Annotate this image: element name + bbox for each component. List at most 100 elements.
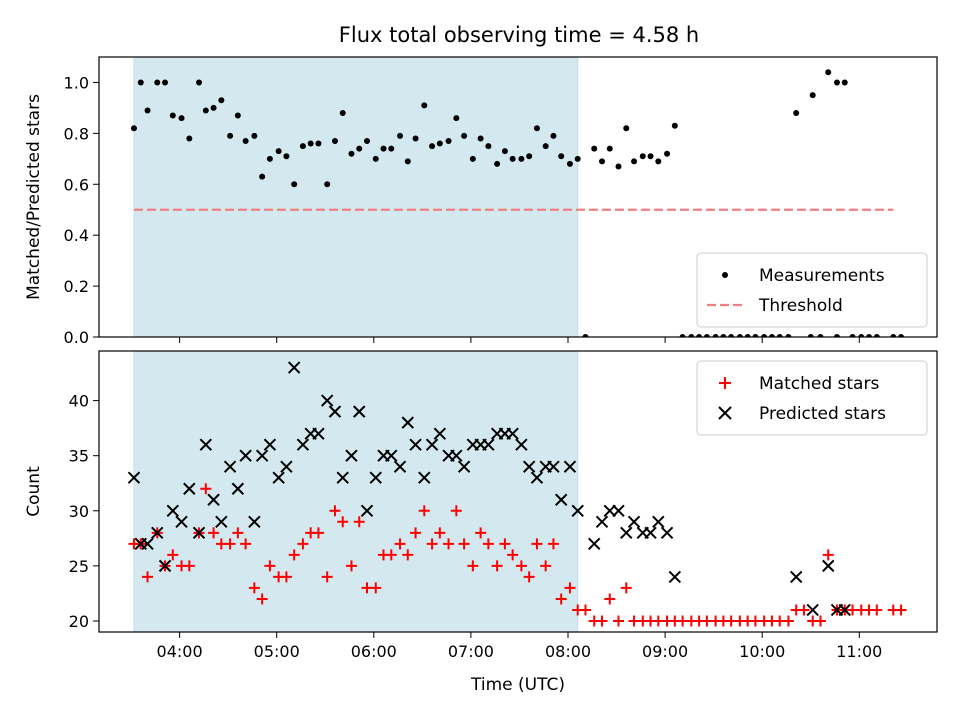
measurement-point [639, 153, 646, 160]
measurement-point [275, 148, 282, 155]
measurement-point [169, 112, 176, 119]
measurement-point [291, 181, 298, 188]
measurement-point [469, 155, 476, 162]
measurement-point [841, 79, 848, 86]
predicted-stars-point [418, 471, 431, 484]
x-tick-label: 06:00 [351, 642, 397, 661]
predicted-stars-point [336, 471, 349, 484]
predicted-stars-point [199, 438, 213, 451]
measurement-point [728, 334, 735, 337]
measurement-point [242, 138, 249, 144]
predicted-stars-point [595, 515, 609, 529]
predicted-stars-point [393, 460, 407, 473]
predicted-stars-point [563, 460, 577, 473]
measurement-point [550, 132, 557, 139]
y-tick-label: 40 [69, 392, 89, 411]
measurement-point [574, 155, 581, 162]
legend-label: Matched stars [759, 374, 879, 394]
matched-stars-point [200, 483, 212, 495]
axes-frame [98, 56, 938, 338]
matched-stars-point [620, 582, 632, 594]
predicted-stars-point [166, 504, 180, 517]
measurement-point [533, 125, 540, 132]
predicted-stars-point [660, 526, 674, 540]
y-axis-label: Count [24, 466, 44, 517]
predicted-stars-point [328, 405, 342, 418]
measurement-point [356, 145, 363, 152]
y-tick-label: 1.0 [64, 73, 89, 92]
measurement-point [606, 145, 613, 152]
predicted-stars-point [360, 504, 374, 517]
matched-stars-point [394, 538, 406, 550]
matched-stars-point [507, 549, 519, 561]
predicted-stars-point [822, 559, 835, 573]
measurement-point [809, 92, 816, 99]
measurement-point [364, 138, 371, 144]
measurement-point [331, 138, 338, 144]
measurement-point [866, 334, 873, 337]
predicted-stars-point [215, 515, 228, 529]
measurement-point [679, 334, 686, 337]
matched-stars-point [547, 538, 559, 550]
measurement-point [720, 334, 727, 337]
predicted-stars-point [555, 493, 568, 506]
measurement-point [234, 112, 241, 119]
matched-stars-point [871, 604, 883, 616]
x-axis-label: Time (UTC) [470, 675, 565, 695]
x-tick-label: 09:00 [642, 642, 688, 661]
predicted-stars-point [158, 559, 172, 573]
y-tick-label: 0.0 [64, 328, 89, 347]
measurement-point [833, 79, 840, 86]
measurement-point [623, 125, 630, 132]
legend-label: Measurements [759, 266, 885, 286]
predicted-stars-point [272, 471, 285, 484]
predicted-stars-point [482, 438, 495, 451]
predicted-stars-point [207, 493, 220, 506]
measurement-point [421, 102, 428, 109]
measurement-point [372, 155, 379, 162]
predicted-stars-point [450, 449, 463, 462]
predicted-stars-point [369, 471, 382, 484]
matched-stars-point [321, 571, 333, 583]
plot-area [127, 361, 907, 627]
measurement-point [858, 334, 865, 337]
predicted-stars-point [652, 515, 665, 529]
predicted-stars-point [506, 427, 519, 440]
measurement-point [761, 334, 768, 337]
matched-stars-point [434, 527, 446, 539]
y-tick-label: 0.6 [64, 175, 89, 194]
predicted-stars-point [838, 603, 851, 617]
x-tick-label: 08:00 [545, 642, 591, 661]
measurement-point [768, 334, 775, 337]
legend-plus-icon [719, 377, 731, 389]
predicted-stars-point [296, 438, 310, 451]
measurement-point [655, 158, 662, 165]
predicted-stars-point [425, 438, 439, 451]
matched-stars-point [458, 538, 470, 550]
matched-stars-point [264, 560, 276, 572]
matched-stars-point [402, 549, 414, 561]
predicted-stars-point [627, 515, 641, 529]
plot-area [130, 69, 905, 337]
measurement-point [339, 110, 346, 116]
predicted-stars-point [223, 460, 237, 473]
measurement-point [227, 132, 234, 139]
predicted-stars-point [192, 526, 206, 540]
matched-stars-point [385, 549, 397, 561]
matched-stars-point [297, 538, 309, 550]
predicted-stars-point [522, 460, 536, 473]
matched-stars-point [467, 560, 479, 572]
measurement-point [397, 132, 404, 139]
predicted-stars-point [287, 361, 301, 374]
legend-box [696, 252, 928, 328]
matched-stars-point [240, 538, 252, 550]
matched-stars-point [782, 615, 794, 627]
measurement-point [324, 181, 331, 188]
legend-box [696, 360, 928, 436]
y-axis-label: Matched/Predicted stars [24, 94, 44, 300]
measurement-point [404, 158, 411, 165]
axes-frame [98, 350, 938, 633]
matched-stars-point [564, 582, 576, 594]
measurement-point [388, 145, 395, 152]
matched-stars-point [353, 516, 365, 528]
